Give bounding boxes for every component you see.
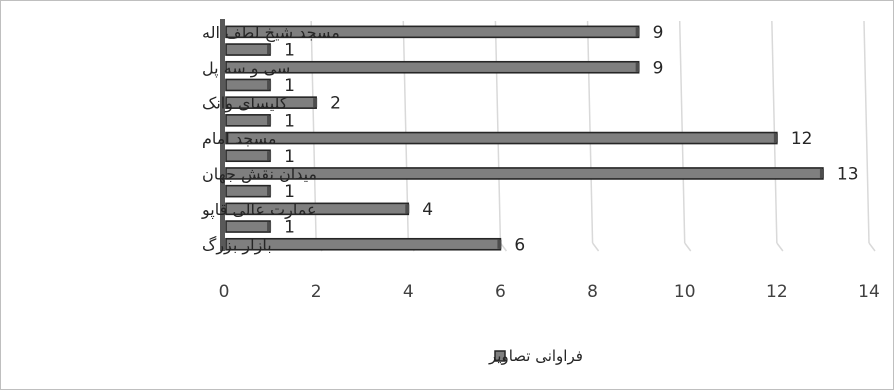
x-tick-label: 10 bbox=[674, 282, 696, 302]
bar bbox=[225, 43, 271, 56]
x-tick-label: 6 bbox=[495, 282, 506, 302]
bar-end-cap bbox=[635, 27, 640, 37]
legend-swatch bbox=[494, 350, 506, 362]
bar-value-label: 9 bbox=[653, 58, 664, 78]
bar-end-cap bbox=[405, 204, 410, 214]
bar-value-label: 4 bbox=[422, 200, 433, 220]
y-axis bbox=[220, 19, 225, 251]
bar bbox=[225, 220, 271, 233]
x-tick-label: 4 bbox=[403, 282, 414, 302]
category-label: عمارت عالی قاپو bbox=[201, 200, 317, 220]
bar-value-label: 13 bbox=[837, 164, 859, 184]
x-tick-label: 14 bbox=[858, 282, 880, 302]
grid-line-floor bbox=[776, 242, 784, 252]
bar-end-cap bbox=[773, 133, 778, 143]
grid-line-floor bbox=[591, 242, 600, 252]
bar-value-label: 1 bbox=[284, 76, 295, 96]
bar-value-label: 1 bbox=[284, 147, 295, 167]
category-label: میدان نقش جهان bbox=[202, 164, 317, 184]
legend-label: فراوانی تصاویر bbox=[488, 347, 583, 365]
grid-line bbox=[863, 20, 870, 244]
bar-end-cap bbox=[267, 80, 272, 90]
grid-line-floor bbox=[684, 242, 692, 252]
bars bbox=[225, 25, 824, 251]
bar-value-label: 1 bbox=[284, 182, 295, 202]
y-axis-wall bbox=[220, 19, 225, 251]
bar bbox=[225, 78, 271, 92]
x-tick-label: 8 bbox=[587, 282, 598, 302]
x-tick-label: 2 bbox=[311, 282, 322, 302]
bar-end-cap bbox=[497, 239, 502, 249]
bar bbox=[225, 114, 271, 127]
bar-value-label: 6 bbox=[514, 235, 525, 255]
bar-end-cap bbox=[313, 98, 318, 108]
bar-value-label: 1 bbox=[284, 111, 295, 131]
bar-end-cap bbox=[267, 222, 272, 232]
bar-end-cap bbox=[267, 45, 272, 55]
bar-value-label: 9 bbox=[653, 23, 664, 43]
category-label: سی و سه پل bbox=[202, 58, 290, 78]
x-tick-labels: 0 2 4 6 8 10 12 14 bbox=[219, 282, 880, 302]
bar-end-cap bbox=[267, 186, 272, 196]
x-tick-label: 12 bbox=[766, 282, 788, 302]
category-label: کلیسای وانک bbox=[202, 94, 288, 114]
bar-end-cap bbox=[267, 115, 272, 125]
bar-value-label: 12 bbox=[791, 129, 813, 149]
legend: فراوانی تصاویر bbox=[488, 347, 583, 365]
bar-end-cap bbox=[635, 62, 640, 72]
bar-value-label: 1 bbox=[284, 218, 295, 238]
bar-end-cap bbox=[819, 168, 824, 178]
category-label: مسجد امام bbox=[202, 129, 276, 148]
bar bbox=[225, 149, 271, 163]
x-tick-label: 0 bbox=[219, 282, 230, 302]
category-label: مسجد شیخ لطف اله bbox=[202, 23, 340, 43]
category-label: بازار بزرگ bbox=[202, 235, 272, 255]
bar bbox=[225, 131, 778, 145]
bar-end-cap bbox=[267, 151, 272, 161]
bar-value-label: 1 bbox=[284, 41, 295, 61]
grid-line-floor bbox=[868, 242, 876, 252]
bar bbox=[225, 184, 271, 198]
bar-value-label: 2 bbox=[330, 94, 341, 114]
